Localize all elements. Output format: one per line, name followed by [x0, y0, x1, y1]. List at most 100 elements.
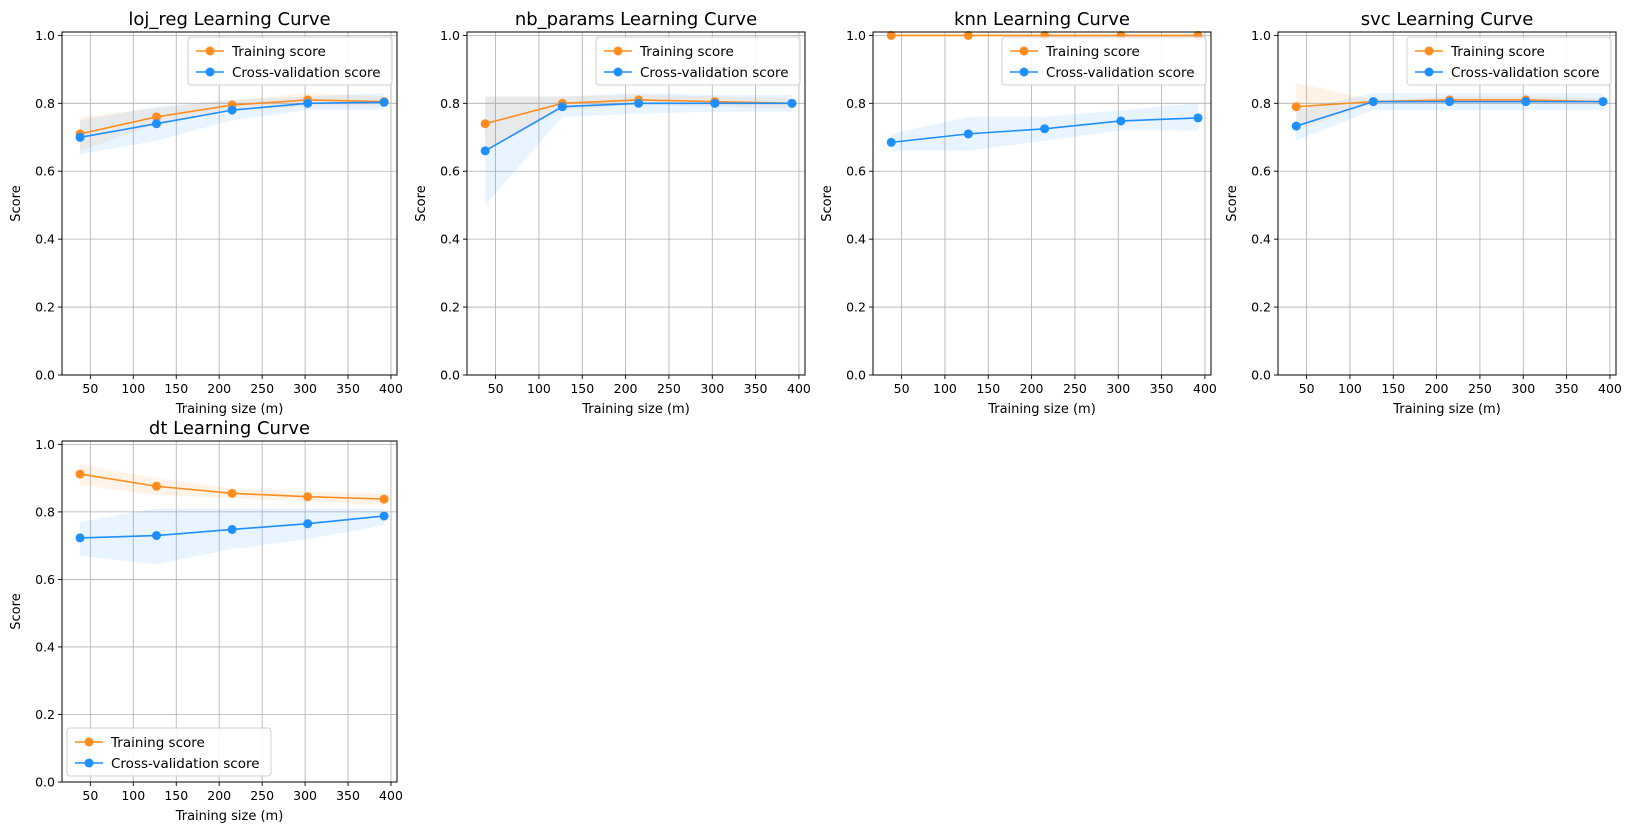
x-tick-label: 300	[1511, 381, 1535, 396]
x-tick-label: 100	[1338, 381, 1362, 396]
axes-frame	[872, 31, 1212, 376]
confidence-band	[80, 464, 385, 506]
y-tick-label: 0.6	[35, 164, 55, 179]
y-tick-label: 0.8	[1251, 96, 1271, 111]
y-tick-label: 0.4	[35, 232, 55, 247]
y-tick-label: 0.8	[35, 504, 55, 519]
x-tick-label: 400	[379, 381, 403, 396]
legend-label: Cross-validation score	[232, 65, 381, 81]
y-tick-label: 0.8	[846, 96, 866, 111]
x-tick-label: 400	[1193, 381, 1217, 396]
data-point	[1291, 102, 1301, 112]
legend-marker	[205, 46, 215, 56]
y-tick-label: 0.2	[440, 300, 460, 315]
x-tick-label: 100	[527, 381, 551, 396]
chart-panel: 50 100 150 200 250 300 350 400 0.0 0.2 0.4 0.6 0.8 1.…	[414, 9, 811, 417]
x-tick-label: 350	[336, 381, 360, 396]
legend-label: Cross-validation score	[1046, 65, 1195, 81]
legend-label: Cross-validation score	[640, 65, 789, 81]
legend-label: Cross-validation score	[1451, 65, 1600, 81]
data-point	[787, 98, 797, 108]
legend-box	[1001, 36, 1207, 86]
data-point	[303, 519, 313, 529]
data-point	[151, 531, 161, 541]
x-tick-label: 250	[250, 788, 274, 803]
y-tick-label: 1.0	[35, 437, 55, 452]
data-point	[710, 98, 720, 108]
x-tick-label: 100	[121, 788, 145, 803]
data-point	[227, 488, 237, 498]
legend-marker	[613, 67, 623, 77]
data-point	[303, 98, 313, 108]
data-point	[480, 146, 490, 156]
y-tick-label: 0.4	[846, 232, 866, 247]
legend-box	[187, 36, 393, 86]
axes-frame	[61, 31, 398, 376]
confidence-band	[485, 93, 792, 206]
x-tick-label: 50	[488, 381, 504, 396]
y-axis-label: Score	[9, 593, 24, 629]
chart-panel: 50 100 150 200 250 300 350 400 0.0 0.2 0.4 0.6 0.8 1.…	[820, 9, 1217, 417]
data-point	[303, 492, 313, 502]
x-tick-label: 250	[250, 381, 274, 396]
x-tick-label: 250	[657, 381, 681, 396]
y-tick-label: 0.4	[35, 639, 55, 654]
y-tick-label: 0.0	[35, 775, 55, 790]
data-point	[1116, 116, 1126, 126]
x-tick-label: 200	[207, 381, 231, 396]
x-tick-label: 150	[164, 381, 188, 396]
x-tick-label: 50	[1299, 381, 1315, 396]
legend-marker	[84, 737, 94, 747]
chart-panel: 50 100 150 200 250 300 350 400 0.0 0.2 0.4 0.6 0.8 1.…	[9, 418, 403, 824]
x-tick-label: 200	[1020, 381, 1044, 396]
data-point	[1445, 97, 1455, 107]
y-tick-label: 0.2	[35, 707, 55, 722]
data-point	[151, 119, 161, 129]
axes-frame	[1277, 31, 1617, 376]
y-tick-label: 0.0	[440, 368, 460, 383]
y-axis-label: Score	[820, 185, 835, 221]
data-point	[227, 524, 237, 534]
x-tick-label: 100	[933, 381, 957, 396]
chart-title: nb_params Learning Curve	[515, 9, 757, 30]
x-tick-label: 300	[1106, 381, 1130, 396]
x-tick-label: 250	[1063, 381, 1087, 396]
x-tick-label: 50	[894, 381, 910, 396]
y-tick-label: 0.6	[35, 572, 55, 587]
x-tick-label: 300	[293, 381, 317, 396]
y-axis-label: Score	[9, 185, 24, 221]
y-tick-label: 0.8	[35, 96, 55, 111]
data-point	[1040, 124, 1050, 134]
legend: Training score Cross-validation score	[595, 36, 801, 86]
axes-frame	[61, 440, 398, 783]
x-tick-label: 400	[379, 788, 403, 803]
data-point	[886, 137, 896, 147]
x-tick-label: 150	[164, 788, 188, 803]
x-tick-label: 150	[1381, 381, 1405, 396]
data-point	[379, 511, 389, 521]
legend-marker	[1424, 67, 1434, 77]
x-tick-label: 150	[976, 381, 1000, 396]
x-axis-label: Training size (m)	[1392, 402, 1501, 417]
data-point	[227, 105, 237, 115]
y-tick-label: 0.4	[1251, 232, 1271, 247]
chart-title: svc Learning Curve	[1361, 9, 1534, 30]
chart-panel: 50 100 150 200 250 300 350 400 0.0 0.2 0.4 0.6 0.8 1.…	[9, 9, 403, 417]
x-axis-label: Training size (m)	[581, 402, 690, 417]
legend-marker	[1424, 46, 1434, 56]
data-point	[963, 129, 973, 139]
x-tick-label: 100	[121, 381, 145, 396]
data-point	[75, 469, 85, 479]
x-tick-label: 200	[207, 788, 231, 803]
data-point	[886, 30, 896, 40]
y-axis-label: Score	[1225, 185, 1240, 221]
legend-marker	[205, 67, 215, 77]
y-tick-label: 0.8	[440, 96, 460, 111]
data-point	[963, 30, 973, 40]
legend-label: Cross-validation score	[111, 756, 260, 772]
x-tick-label: 400	[1598, 381, 1622, 396]
y-tick-label: 0.6	[1251, 164, 1271, 179]
y-tick-label: 0.2	[1251, 300, 1271, 315]
legend: Training score Cross-validation score	[1406, 36, 1612, 86]
